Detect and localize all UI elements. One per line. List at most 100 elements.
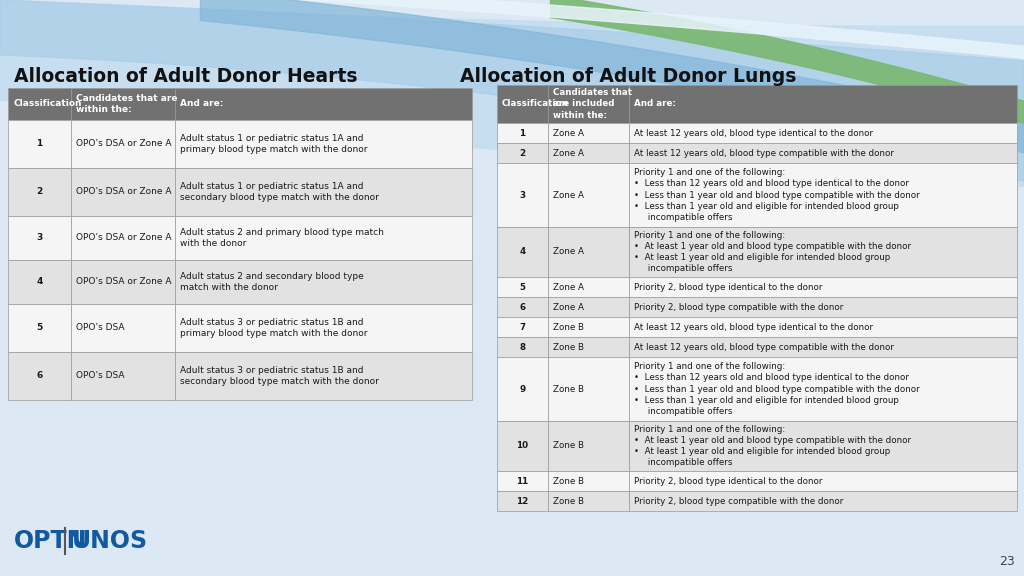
Text: 2: 2 — [36, 188, 42, 196]
Bar — [497, 357, 548, 421]
Text: 12: 12 — [516, 497, 528, 506]
Text: At least 12 years old, blood type compatible with the donor: At least 12 years old, blood type compat… — [634, 149, 894, 157]
Bar — [629, 85, 1017, 123]
Bar — [497, 491, 548, 511]
Text: 4: 4 — [36, 278, 43, 286]
Text: 5: 5 — [519, 282, 525, 291]
Bar — [175, 352, 472, 400]
Text: Zone A: Zone A — [553, 128, 584, 138]
Bar — [629, 163, 1017, 227]
Text: OPTN: OPTN — [14, 529, 87, 553]
Text: 7: 7 — [519, 323, 525, 332]
Bar — [629, 297, 1017, 317]
Bar — [548, 491, 629, 511]
Bar — [548, 85, 629, 123]
Bar — [71, 304, 175, 352]
Bar — [497, 277, 548, 297]
Bar — [8, 88, 71, 120]
Text: 4: 4 — [519, 248, 525, 256]
Bar — [548, 421, 629, 471]
Text: 3: 3 — [519, 191, 525, 199]
Text: 6: 6 — [36, 372, 42, 381]
Text: Zone A: Zone A — [553, 282, 584, 291]
Text: Zone A: Zone A — [553, 149, 584, 157]
Text: Priority 1 and one of the following:
•  At least 1 year old and blood type compa: Priority 1 and one of the following: • A… — [634, 425, 910, 467]
Bar — [629, 357, 1017, 421]
Text: Adult status 2 and primary blood type match
with the donor: Adult status 2 and primary blood type ma… — [180, 228, 384, 248]
Text: Priority 2, blood type compatible with the donor: Priority 2, blood type compatible with t… — [634, 497, 843, 506]
Bar — [497, 227, 548, 277]
Text: Candidates that
are included
within the:: Candidates that are included within the: — [553, 88, 632, 120]
Bar — [71, 168, 175, 216]
Text: Zone B: Zone B — [553, 441, 584, 450]
Text: OPO’s DSA or Zone A: OPO’s DSA or Zone A — [76, 233, 171, 242]
Text: At least 12 years old, blood type identical to the donor: At least 12 years old, blood type identi… — [634, 323, 872, 332]
Bar — [548, 277, 629, 297]
Text: Priority 2, blood type compatible with the donor: Priority 2, blood type compatible with t… — [634, 302, 843, 312]
Bar — [8, 352, 71, 400]
Text: Priority 1 and one of the following:
•  Less than 12 years old and blood type id: Priority 1 and one of the following: • L… — [634, 168, 920, 222]
Text: OPO’s DSA or Zone A: OPO’s DSA or Zone A — [76, 278, 171, 286]
Text: 9: 9 — [519, 385, 525, 393]
Text: Candidates that are
within the:: Candidates that are within the: — [76, 94, 177, 114]
Text: Adult status 2 and secondary blood type
match with the donor: Adult status 2 and secondary blood type … — [180, 272, 364, 292]
Text: 8: 8 — [519, 343, 525, 351]
Text: Zone A: Zone A — [553, 191, 584, 199]
Text: Zone A: Zone A — [553, 248, 584, 256]
Text: Zone B: Zone B — [553, 497, 584, 506]
Text: Adult status 1 or pediatric status 1A and
secondary blood type match with the do: Adult status 1 or pediatric status 1A an… — [180, 182, 379, 202]
Text: Priority 1 and one of the following:
•  At least 1 year old and blood type compa: Priority 1 and one of the following: • A… — [634, 231, 910, 273]
Bar — [497, 163, 548, 227]
Bar — [629, 421, 1017, 471]
Bar — [71, 120, 175, 168]
Bar — [71, 352, 175, 400]
Bar — [175, 260, 472, 304]
Text: Allocation of Adult Donor Lungs: Allocation of Adult Donor Lungs — [460, 66, 797, 85]
Text: Zone A: Zone A — [553, 302, 584, 312]
Text: And are:: And are: — [180, 100, 223, 108]
Text: Classification: Classification — [13, 100, 82, 108]
Bar — [497, 143, 548, 163]
Bar — [175, 216, 472, 260]
Text: 2: 2 — [519, 149, 525, 157]
Bar — [548, 471, 629, 491]
Bar — [497, 85, 548, 123]
Bar — [548, 357, 629, 421]
Bar — [548, 163, 629, 227]
Text: Zone B: Zone B — [553, 343, 584, 351]
Text: Adult status 3 or pediatric status 1B and
secondary blood type match with the do: Adult status 3 or pediatric status 1B an… — [180, 366, 379, 386]
Bar — [71, 260, 175, 304]
Bar — [548, 143, 629, 163]
Text: Priority 2, blood type identical to the donor: Priority 2, blood type identical to the … — [634, 476, 822, 486]
Text: 5: 5 — [36, 324, 42, 332]
Text: Priority 2, blood type identical to the donor: Priority 2, blood type identical to the … — [634, 282, 822, 291]
Bar — [175, 304, 472, 352]
Text: UNOS: UNOS — [72, 529, 148, 553]
Text: 11: 11 — [516, 476, 528, 486]
Bar — [629, 227, 1017, 277]
Text: Zone B: Zone B — [553, 476, 584, 486]
Bar — [497, 421, 548, 471]
Bar — [8, 168, 71, 216]
Bar — [8, 304, 71, 352]
Text: 1: 1 — [36, 139, 42, 149]
Text: Adult status 1 or pediatric status 1A and
primary blood type match with the dono: Adult status 1 or pediatric status 1A an… — [180, 134, 368, 154]
Bar — [497, 297, 548, 317]
Bar — [71, 88, 175, 120]
Bar — [548, 337, 629, 357]
Bar — [548, 123, 629, 143]
Text: At least 12 years old, blood type compatible with the donor: At least 12 years old, blood type compat… — [634, 343, 894, 351]
Text: OPO’s DSA: OPO’s DSA — [76, 372, 124, 381]
Text: Zone B: Zone B — [553, 385, 584, 393]
Text: 23: 23 — [999, 555, 1015, 568]
Text: OPO’s DSA: OPO’s DSA — [76, 324, 124, 332]
Bar — [629, 143, 1017, 163]
Bar — [497, 317, 548, 337]
Bar — [629, 317, 1017, 337]
Bar — [629, 337, 1017, 357]
Bar — [629, 123, 1017, 143]
Bar — [548, 297, 629, 317]
Text: OPO’s DSA or Zone A: OPO’s DSA or Zone A — [76, 188, 171, 196]
Text: 10: 10 — [516, 441, 528, 450]
Bar — [8, 216, 71, 260]
